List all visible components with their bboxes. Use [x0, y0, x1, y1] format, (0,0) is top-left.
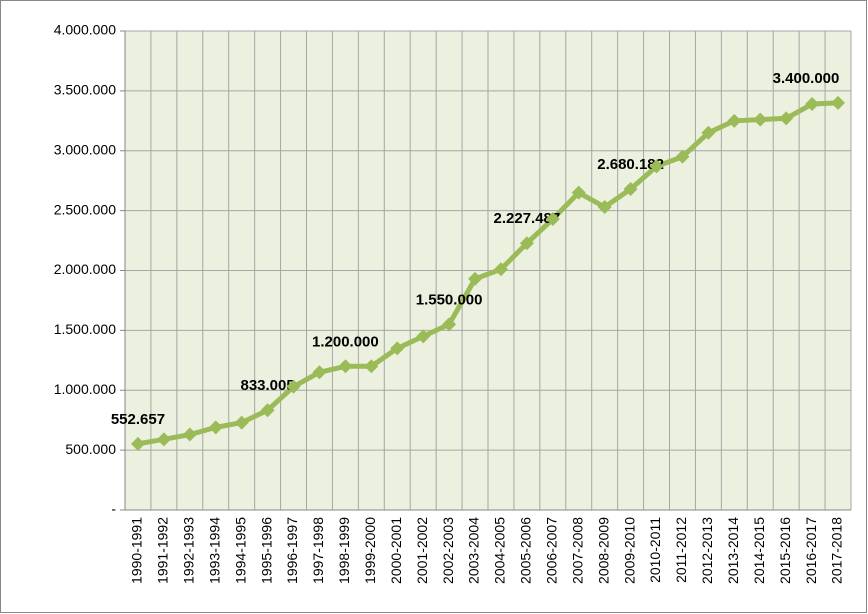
marker: [571, 185, 586, 200]
marker: [442, 317, 457, 332]
x-tick-label: 2012-2013: [699, 517, 715, 584]
marker: [519, 236, 534, 251]
x-tick-label: 2002-2003: [440, 517, 456, 584]
line: [137, 100, 839, 447]
marker: [649, 159, 664, 174]
y-tick-label: -: [111, 501, 116, 517]
y-tick-label: 500.000: [65, 441, 116, 457]
marker: [260, 403, 275, 418]
marker: [182, 427, 197, 442]
marker: [338, 359, 353, 374]
x-tick-label: 1994-1995: [232, 517, 248, 584]
x-tick-label: 2000-2001: [388, 517, 404, 584]
marker: [597, 200, 612, 215]
x-tick-label: 2011-2012: [673, 517, 689, 583]
marker: [675, 149, 690, 164]
x-tick-label: 2014-2015: [751, 517, 767, 584]
marker: [286, 379, 301, 394]
x-tick-label: 1998-1999: [336, 517, 352, 584]
marker: [701, 125, 716, 140]
marker: [364, 359, 379, 374]
data-label: 833.005: [240, 377, 294, 394]
x-tick-label: 2006-2007: [544, 517, 560, 584]
x-tick-label: 1991-1992: [155, 517, 171, 584]
marker: [130, 436, 145, 451]
x-tick-label: 2004-2005: [492, 517, 508, 584]
y-tick-label: 2.500.000: [54, 201, 116, 217]
marker: [545, 212, 560, 227]
marker: [779, 111, 794, 126]
marker: [727, 113, 742, 128]
marker: [831, 95, 846, 110]
marker: [234, 415, 249, 430]
data-label: 1.550.000: [416, 291, 483, 308]
x-tick-label: 2017-2018: [829, 517, 845, 584]
x-tick-label: 2007-2008: [569, 517, 585, 584]
data-label: 1.200.000: [312, 333, 379, 350]
x-tick-label: 1992-1993: [181, 517, 197, 584]
data-label: 552.657: [111, 411, 165, 428]
y-tick-label: 4.000.000: [54, 22, 116, 38]
data-label: 2.227.487: [494, 210, 561, 227]
x-tick-label: 2009-2010: [621, 517, 637, 584]
marker: [753, 112, 768, 127]
x-tick-label: 2008-2009: [595, 517, 611, 584]
y-tick-label: 2.000.000: [54, 261, 116, 277]
x-tick-label: 1997-1998: [310, 517, 326, 584]
marker: [312, 365, 327, 380]
x-tick-label: 2005-2006: [518, 517, 534, 584]
x-tick-label: 1995-1996: [258, 517, 274, 584]
x-tick-label: 2010-2011: [647, 517, 663, 583]
data-label: 2.680.182: [597, 156, 664, 173]
y-tick-label: 3.500.000: [54, 82, 116, 98]
x-tick-label: 2003-2004: [466, 517, 482, 584]
x-tick-label: 2001-2002: [414, 517, 430, 584]
x-tick-label: 2015-2016: [777, 517, 793, 584]
x-tick-label: 1993-1994: [206, 517, 222, 584]
marker: [623, 182, 638, 197]
marker: [493, 262, 508, 277]
marker: [156, 432, 171, 447]
data-label: 3.400.000: [773, 70, 840, 87]
marker: [468, 271, 483, 286]
x-tick-label: 2013-2014: [725, 517, 741, 584]
y-tick-label: 1.500.000: [54, 321, 116, 337]
marker: [208, 420, 223, 435]
x-tick-label: 1990-1991: [129, 517, 145, 584]
marker: [416, 329, 431, 344]
marker: [805, 97, 820, 112]
y-tick-label: 3.000.000: [54, 141, 116, 157]
x-tick-label: 1996-1997: [284, 517, 300, 584]
marker: [390, 341, 405, 356]
x-tick-label: 2016-2017: [803, 517, 819, 584]
y-tick-label: 1.000.000: [54, 381, 116, 397]
x-tick-label: 1999-2000: [362, 517, 378, 584]
